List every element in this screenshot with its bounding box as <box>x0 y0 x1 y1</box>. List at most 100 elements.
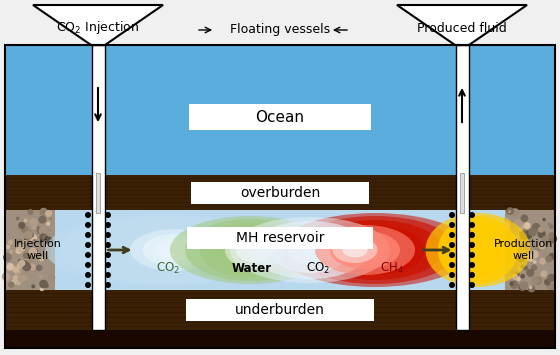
Circle shape <box>18 259 22 263</box>
Circle shape <box>39 257 44 262</box>
Circle shape <box>519 281 528 290</box>
Ellipse shape <box>333 237 377 263</box>
Ellipse shape <box>450 221 506 279</box>
Circle shape <box>44 235 49 240</box>
Circle shape <box>17 275 25 283</box>
Circle shape <box>526 269 534 277</box>
Circle shape <box>39 226 48 235</box>
Circle shape <box>18 239 22 244</box>
Bar <box>5 210 55 290</box>
Text: MH reservoir: MH reservoir <box>236 231 324 245</box>
Circle shape <box>48 274 55 281</box>
Circle shape <box>516 277 521 281</box>
Circle shape <box>23 256 29 263</box>
Circle shape <box>8 240 13 245</box>
Circle shape <box>20 260 29 268</box>
Circle shape <box>514 251 519 256</box>
Circle shape <box>517 266 522 271</box>
Circle shape <box>2 272 11 281</box>
Circle shape <box>42 239 45 242</box>
Text: underburden: underburden <box>235 303 325 317</box>
Circle shape <box>105 252 111 258</box>
Ellipse shape <box>75 218 255 282</box>
Circle shape <box>39 280 48 288</box>
Circle shape <box>38 228 45 235</box>
Circle shape <box>512 242 518 247</box>
Circle shape <box>15 279 21 285</box>
FancyBboxPatch shape <box>191 182 369 204</box>
Ellipse shape <box>438 216 518 284</box>
Circle shape <box>522 286 526 289</box>
Circle shape <box>515 272 520 276</box>
Circle shape <box>15 248 21 254</box>
Circle shape <box>511 208 519 217</box>
Circle shape <box>548 234 557 243</box>
Circle shape <box>16 269 23 276</box>
Circle shape <box>105 262 111 268</box>
Circle shape <box>519 252 526 259</box>
Circle shape <box>522 252 529 259</box>
Ellipse shape <box>287 235 333 265</box>
Circle shape <box>531 264 537 271</box>
Circle shape <box>18 260 25 267</box>
Circle shape <box>85 272 91 278</box>
Text: CO$_2$: CO$_2$ <box>156 261 180 275</box>
Circle shape <box>15 268 21 275</box>
Circle shape <box>547 274 556 282</box>
Ellipse shape <box>230 217 390 283</box>
Circle shape <box>520 233 528 240</box>
Circle shape <box>23 240 27 244</box>
Circle shape <box>105 242 111 248</box>
Text: CO$_2$ Injection: CO$_2$ Injection <box>57 20 139 37</box>
Circle shape <box>3 253 12 262</box>
Circle shape <box>26 252 32 258</box>
Circle shape <box>511 254 519 261</box>
Circle shape <box>32 253 36 258</box>
Ellipse shape <box>225 231 285 269</box>
Circle shape <box>548 232 556 240</box>
Text: Production
well: Production well <box>494 239 554 261</box>
Circle shape <box>23 247 29 253</box>
Bar <box>5 330 555 348</box>
Circle shape <box>449 262 455 268</box>
Bar <box>460 173 464 213</box>
Circle shape <box>22 262 31 271</box>
Ellipse shape <box>60 216 270 284</box>
Circle shape <box>46 254 50 258</box>
Text: Produced fluid: Produced fluid <box>417 22 507 34</box>
Circle shape <box>531 276 539 284</box>
Ellipse shape <box>426 213 530 287</box>
Circle shape <box>30 233 34 237</box>
Circle shape <box>43 247 51 255</box>
Ellipse shape <box>343 242 367 257</box>
Circle shape <box>549 225 553 229</box>
Circle shape <box>449 282 455 288</box>
Ellipse shape <box>315 225 415 275</box>
Circle shape <box>542 218 546 222</box>
Ellipse shape <box>155 239 195 261</box>
FancyBboxPatch shape <box>186 299 374 321</box>
Polygon shape <box>33 5 163 45</box>
Circle shape <box>521 214 528 222</box>
Circle shape <box>39 275 43 279</box>
Ellipse shape <box>307 220 442 280</box>
Circle shape <box>544 279 551 285</box>
Circle shape <box>469 212 475 218</box>
Text: Floating vessels: Floating vessels <box>230 23 330 37</box>
Ellipse shape <box>120 229 210 271</box>
Circle shape <box>449 272 455 278</box>
Circle shape <box>26 230 32 236</box>
Circle shape <box>46 222 50 226</box>
Circle shape <box>49 217 52 220</box>
Circle shape <box>31 284 35 288</box>
Circle shape <box>21 274 28 281</box>
Circle shape <box>11 279 17 285</box>
Circle shape <box>469 252 475 258</box>
Circle shape <box>24 254 30 260</box>
Circle shape <box>85 242 91 248</box>
Circle shape <box>105 222 111 228</box>
Circle shape <box>105 232 111 238</box>
Circle shape <box>534 244 539 250</box>
Circle shape <box>519 231 528 240</box>
Circle shape <box>536 279 539 282</box>
